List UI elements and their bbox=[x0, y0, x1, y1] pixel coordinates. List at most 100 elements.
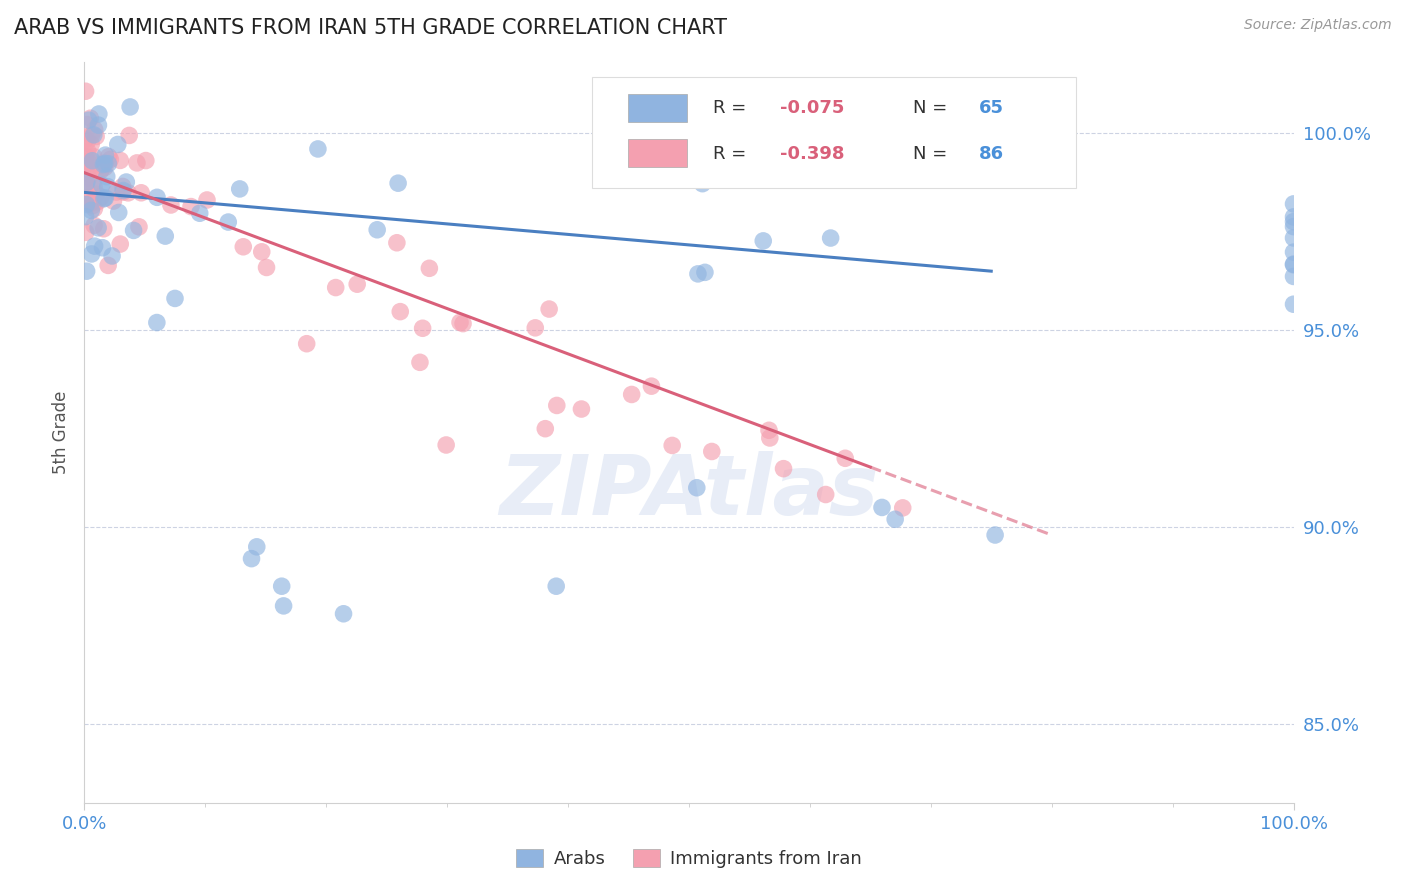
Point bbox=[80, 203, 103, 218]
Point bbox=[82, 176, 104, 190]
Point bbox=[1282, 210, 1305, 224]
Point bbox=[325, 280, 347, 294]
Point bbox=[772, 461, 794, 475]
Point bbox=[83, 202, 105, 216]
Point bbox=[93, 157, 115, 171]
Point bbox=[80, 137, 103, 152]
FancyBboxPatch shape bbox=[628, 94, 686, 122]
Point bbox=[83, 150, 105, 164]
Point bbox=[146, 190, 169, 204]
Point bbox=[870, 500, 893, 515]
Point bbox=[96, 169, 118, 184]
Point bbox=[97, 259, 120, 273]
Point bbox=[111, 185, 134, 199]
Point bbox=[984, 528, 1007, 542]
Point bbox=[1282, 297, 1305, 311]
Point bbox=[86, 187, 108, 202]
Point bbox=[449, 315, 471, 329]
Point bbox=[83, 128, 105, 142]
Point bbox=[1282, 215, 1305, 229]
Point bbox=[91, 241, 114, 255]
Point bbox=[75, 197, 97, 211]
Point bbox=[346, 277, 368, 292]
Point bbox=[332, 607, 354, 621]
Point bbox=[93, 221, 115, 235]
Point bbox=[295, 336, 318, 351]
Point bbox=[834, 451, 856, 466]
Point bbox=[105, 185, 128, 199]
Point bbox=[122, 223, 145, 237]
Point bbox=[160, 198, 183, 212]
Point bbox=[640, 379, 662, 393]
Point bbox=[97, 179, 120, 194]
Point bbox=[75, 225, 97, 239]
Point bbox=[240, 551, 263, 566]
Point bbox=[101, 249, 124, 263]
Point bbox=[385, 235, 408, 250]
Point bbox=[135, 153, 157, 168]
Point bbox=[366, 223, 388, 237]
Point bbox=[75, 178, 97, 192]
Point bbox=[94, 161, 117, 175]
Text: R =: R = bbox=[713, 100, 752, 118]
Point bbox=[250, 244, 273, 259]
Point bbox=[107, 137, 129, 152]
Point bbox=[120, 100, 142, 114]
Text: N =: N = bbox=[912, 145, 953, 162]
Point bbox=[387, 176, 409, 190]
Point bbox=[188, 206, 211, 220]
Point bbox=[146, 316, 169, 330]
Point bbox=[87, 107, 110, 121]
Point bbox=[77, 191, 100, 205]
Text: -0.398: -0.398 bbox=[780, 145, 844, 162]
Point bbox=[434, 438, 457, 452]
Point bbox=[1282, 245, 1305, 260]
Point bbox=[90, 178, 112, 193]
Point bbox=[217, 215, 239, 229]
Point bbox=[80, 195, 103, 210]
FancyBboxPatch shape bbox=[628, 139, 686, 168]
Point bbox=[94, 156, 117, 170]
Point bbox=[546, 399, 568, 413]
Point bbox=[77, 154, 100, 169]
Point bbox=[84, 129, 107, 144]
Point bbox=[524, 321, 547, 335]
Point bbox=[693, 265, 716, 279]
Point bbox=[77, 150, 100, 164]
Point bbox=[76, 175, 98, 189]
Point bbox=[77, 166, 100, 180]
Point bbox=[89, 157, 111, 171]
Point bbox=[538, 301, 561, 316]
Legend: Arabs, Immigrants from Iran: Arabs, Immigrants from Iran bbox=[509, 842, 869, 875]
Point bbox=[534, 422, 557, 436]
Point bbox=[1282, 257, 1305, 271]
Point bbox=[107, 205, 129, 219]
Point bbox=[76, 166, 98, 180]
Point bbox=[117, 186, 139, 200]
Point bbox=[155, 229, 177, 244]
Point bbox=[700, 444, 723, 458]
Point bbox=[118, 128, 141, 143]
Point bbox=[76, 118, 98, 132]
Text: 65: 65 bbox=[979, 100, 1004, 118]
Point bbox=[97, 157, 120, 171]
Point bbox=[195, 193, 218, 207]
Point bbox=[90, 161, 112, 176]
Point bbox=[128, 219, 150, 234]
Y-axis label: 5th Grade: 5th Grade bbox=[52, 391, 70, 475]
Text: ARAB VS IMMIGRANTS FROM IRAN 5TH GRADE CORRELATION CHART: ARAB VS IMMIGRANTS FROM IRAN 5TH GRADE C… bbox=[14, 18, 727, 37]
Point bbox=[80, 128, 103, 143]
Point bbox=[75, 210, 97, 224]
Point bbox=[76, 134, 98, 148]
Point bbox=[246, 540, 269, 554]
Point bbox=[79, 112, 101, 126]
Point bbox=[75, 190, 97, 204]
Point bbox=[692, 177, 714, 191]
Point bbox=[90, 164, 112, 178]
Point bbox=[75, 158, 97, 172]
Point bbox=[77, 113, 100, 128]
Point bbox=[94, 148, 117, 162]
Point bbox=[83, 239, 105, 253]
Point bbox=[273, 599, 295, 613]
Point bbox=[661, 438, 683, 452]
